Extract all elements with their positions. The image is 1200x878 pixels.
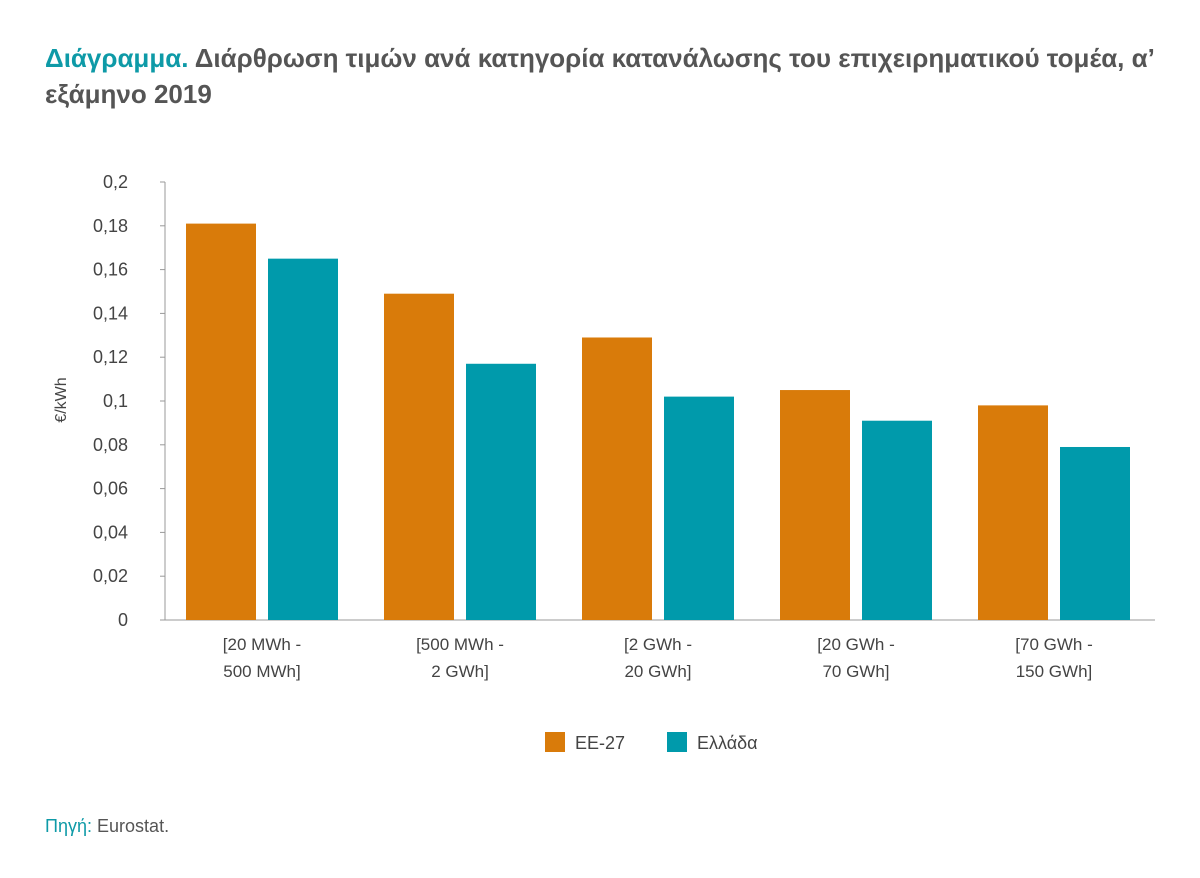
- y-tick-label: 0,16: [93, 260, 128, 280]
- source-text: Eurostat.: [92, 816, 170, 836]
- x-tick-label: 150 GWh]: [1016, 662, 1093, 681]
- bar-ee27: [978, 405, 1048, 620]
- y-tick-label: 0,08: [93, 435, 128, 455]
- x-tick-label: 70 GWh]: [822, 662, 889, 681]
- y-tick-label: 0,14: [93, 303, 128, 323]
- bar-ee27: [186, 223, 256, 621]
- y-tick-label: 0,2: [103, 172, 128, 192]
- y-tick-label: 0,18: [93, 216, 128, 236]
- y-tick-label: 0,12: [93, 347, 128, 367]
- x-tick-label: [70 GWh -: [1015, 635, 1092, 654]
- x-tick-label: [20 MWh -: [223, 635, 301, 654]
- legend-label: ΕΕ-27: [575, 733, 625, 753]
- bar-greece: [268, 258, 338, 620]
- bar-ee27: [582, 337, 652, 620]
- y-axis-label: €/kWh: [53, 377, 70, 422]
- source-note: Πηγή: Eurostat.: [45, 816, 169, 837]
- source-lead: Πηγή:: [45, 816, 93, 836]
- bar-greece: [466, 363, 536, 620]
- y-tick-label: 0,1: [103, 391, 128, 411]
- legend-swatch: [667, 732, 687, 752]
- x-tick-label: 500 MWh]: [223, 662, 300, 681]
- legend-label: Ελλάδα: [697, 733, 758, 753]
- bar-greece: [1060, 446, 1130, 620]
- y-tick-label: 0: [118, 610, 128, 630]
- y-tick-label: 0,06: [93, 479, 128, 499]
- x-tick-label: [500 MWh -: [416, 635, 504, 654]
- y-tick-label: 0,02: [93, 566, 128, 586]
- title-lead: Διάγραμμα.: [45, 43, 189, 73]
- x-tick-label: 2 GWh]: [431, 662, 489, 681]
- title-text: Διάρθρωση τιμών ανά κατηγορία κατανάλωση…: [45, 43, 1154, 109]
- bar-greece: [664, 396, 734, 620]
- bar-ee27: [384, 293, 454, 620]
- chart-title: Διάγραμμα. Διάρθρωση τιμών ανά κατηγορία…: [45, 40, 1175, 112]
- x-tick-label: 20 GWh]: [624, 662, 691, 681]
- x-tick-label: [2 GWh -: [624, 635, 692, 654]
- legend-swatch: [545, 732, 565, 752]
- y-tick-label: 0,04: [93, 522, 128, 542]
- bar-ee27: [780, 390, 850, 620]
- bar-greece: [862, 420, 932, 620]
- x-tick-label: [20 GWh -: [817, 635, 894, 654]
